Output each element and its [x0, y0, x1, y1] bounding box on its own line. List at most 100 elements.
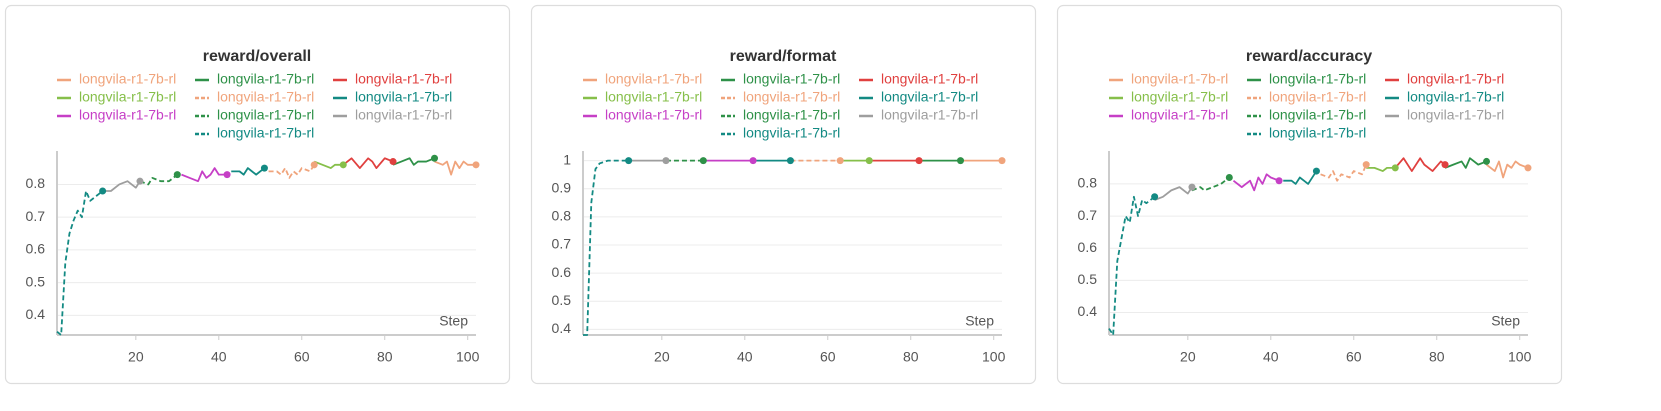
end-point [1188, 183, 1196, 191]
legend-label: longvila-r1-7b-rl [1131, 89, 1228, 105]
legend-label: longvila-r1-7b-rl [217, 89, 314, 105]
legend-label: longvila-r1-7b-rl [355, 71, 452, 87]
end-point [915, 157, 923, 165]
legend-label: longvila-r1-7b-rl [217, 107, 314, 123]
end-point [998, 157, 1006, 165]
end-point [1524, 164, 1532, 172]
legend-label: longvila-r1-7b-rl [355, 107, 452, 123]
series-line [268, 164, 315, 179]
legend-label: longvila-r1-7b-rl [743, 107, 840, 123]
series-line [139, 173, 178, 186]
end-point [625, 157, 633, 165]
end-point [662, 157, 670, 165]
series-line [56, 190, 104, 336]
end-point [957, 157, 965, 165]
x-tick-label: 20 [654, 349, 670, 365]
y-tick-label: 0.7 [1078, 207, 1098, 223]
legend-label: longvila-r1-7b-rl [217, 125, 314, 141]
legend-label: longvila-r1-7b-rl [1269, 89, 1366, 105]
y-tick-label: 0.6 [552, 264, 572, 280]
chart-panel: reward/format 0.4 0.5 0.6 0.7 0.8 0.9 1 20 40 60 80… [530, 4, 1037, 385]
end-point [223, 171, 231, 179]
legend-label: longvila-r1-7b-rl [605, 107, 702, 123]
legend-label: longvila-r1-7b-rl [743, 89, 840, 105]
legend-label: longvila-r1-7b-rl [1131, 71, 1228, 87]
legend-label: longvila-r1-7b-rl [605, 89, 702, 105]
end-point [1441, 161, 1449, 169]
x-tick-label: 60 [294, 349, 310, 365]
end-point [699, 157, 707, 165]
x-tick-label: 20 [128, 349, 144, 365]
end-point [1362, 161, 1370, 169]
legend-label: longvila-r1-7b-rl [1131, 107, 1228, 123]
legend-label: longvila-r1-7b-rl [605, 71, 702, 87]
x-tick-label: 40 [737, 349, 753, 365]
y-tick-label: 0.6 [26, 241, 46, 257]
end-point [1225, 174, 1233, 181]
series-line [1191, 176, 1230, 192]
y-tick-label: 0.4 [26, 306, 46, 322]
end-point [1151, 193, 1159, 201]
legend-label: longvila-r1-7b-rl [79, 71, 176, 87]
series-line [1444, 157, 1487, 169]
series-line [342, 157, 394, 169]
chart-panel: reward/accuracy 0.4 0.5 0.6 0.7 0.8 20 40 60 80 10… [1056, 4, 1563, 385]
series-line [313, 160, 344, 169]
legend-label: longvila-r1-7b-rl [217, 71, 314, 87]
chart-panel: reward/overall 0.4 0.5 0.6 0.7 0.8 20 40 60 80 100… [4, 4, 511, 385]
x-tick-label: 100 [456, 349, 480, 365]
end-point [339, 161, 347, 169]
series-line [1485, 160, 1529, 179]
x-tick-label: 80 [903, 349, 919, 365]
x-axis-label: Step [965, 313, 994, 329]
series-line [1108, 195, 1156, 336]
end-point [389, 158, 397, 166]
chart-title: reward/format [730, 48, 837, 65]
legend-label: longvila-r1-7b-rl [79, 89, 176, 105]
end-point [1312, 167, 1320, 175]
y-tick-label: 0.8 [26, 175, 46, 191]
x-tick-label: 40 [211, 349, 227, 365]
end-point [749, 157, 757, 165]
end-point [99, 187, 107, 195]
y-tick-label: 0.7 [26, 208, 46, 224]
legend-label: longvila-r1-7b-rl [881, 107, 978, 123]
y-tick-label: 1 [563, 151, 571, 167]
end-point [786, 157, 794, 165]
legend-label: longvila-r1-7b-rl [743, 71, 840, 87]
end-point [472, 161, 480, 169]
series-line [392, 157, 435, 166]
legend-label: longvila-r1-7b-rl [1407, 71, 1504, 87]
end-point [1275, 177, 1283, 185]
end-point [431, 154, 439, 162]
end-point [310, 161, 318, 169]
series-line [434, 160, 476, 176]
x-tick-label: 60 [820, 349, 836, 365]
y-tick-label: 0.8 [552, 208, 572, 224]
x-tick-label: 100 [1508, 349, 1532, 365]
legend-label: longvila-r1-7b-rl [1269, 125, 1366, 141]
y-tick-label: 0.7 [552, 236, 572, 252]
panel-frame [1056, 4, 1563, 385]
y-tick-label: 0.4 [552, 320, 572, 336]
x-axis-label: Step [1491, 313, 1520, 329]
y-tick-label: 0.8 [1078, 175, 1098, 191]
end-point [836, 157, 844, 165]
legend-label: longvila-r1-7b-rl [355, 89, 452, 105]
y-tick-label: 0.5 [26, 273, 46, 289]
end-point [260, 164, 268, 172]
legend-label: longvila-r1-7b-rl [1269, 71, 1366, 87]
y-tick-label: 0.5 [552, 292, 572, 308]
series-line [1394, 157, 1446, 172]
legend-label: longvila-r1-7b-rl [881, 89, 978, 105]
series-line [1154, 186, 1193, 201]
legend-label: longvila-r1-7b-rl [79, 107, 176, 123]
x-axis-label: Step [439, 313, 468, 329]
y-tick-label: 0.5 [1078, 271, 1098, 287]
y-tick-label: 0.6 [1078, 239, 1098, 255]
panel-frame [4, 4, 511, 385]
series-line [102, 180, 141, 192]
x-tick-label: 100 [982, 349, 1006, 365]
